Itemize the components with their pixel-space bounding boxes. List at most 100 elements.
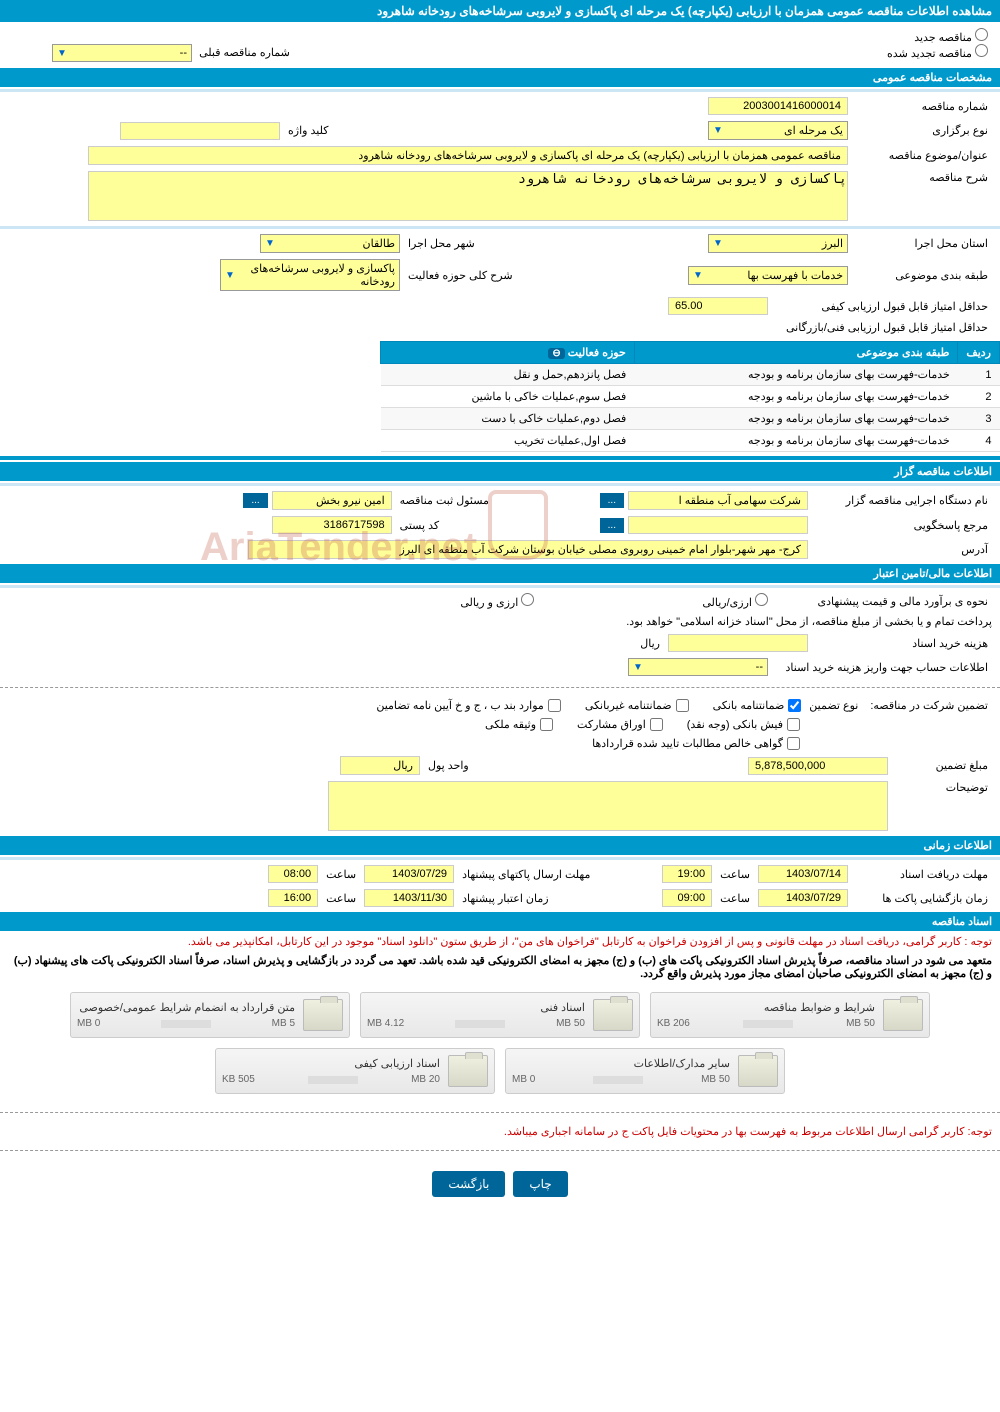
exec-name-field: شرکت سهامی آب منطقه ا [628,491,808,510]
timing-header: اطلاعات زمانی [0,836,1000,855]
guarantee-amount-field: 5,878,500,000 [748,757,888,775]
bank-receipt-check[interactable]: فیش بانکی (وجه نقد) [687,718,800,731]
file-progress [308,1076,358,1084]
rial-radio[interactable]: ارزی/ریالی [702,593,768,609]
file-box[interactable]: اسناد فنی 50 MB 4.12 MB [360,992,640,1038]
doc-receive-date: 1403/07/14 [758,865,848,883]
notes-field[interactable] [328,781,888,831]
payment-note: پرداخت تمام و یا بخشی از مبلغ مناقصه، از… [626,615,992,628]
postal-code-field: 3186717598 [272,516,392,534]
financial-header: اطلاعات مالی/تامین اعتبار [0,564,1000,583]
table-row: 3خدمات-فهرست بهای سازمان برنامه و بودجهف… [381,408,1000,430]
province-label: استان محل اجرا [852,237,992,250]
notice-2: متعهد می شود در اسناد مناقصه، صرفاً پذیر… [0,952,1000,982]
table-row: 2خدمات-فهرست بهای سازمان برنامه و بودجهف… [381,386,1000,408]
bottom-notice: توجه: کاربر گرامی ارسال اطلاعات مربوط به… [0,1121,1000,1142]
file-size: 206 KB [657,1018,690,1029]
envelope-open-label: زمان بازگشایی پاکت ها [852,892,992,905]
file-progress [455,1020,505,1028]
min-qual-score-label: حداقل امتیاز قابل قبول ارزیابی کیفی [772,300,992,313]
bid-validity-date: 1403/11/30 [364,889,454,907]
guarantee-label: تضمین شرکت در مناقصه: [866,699,992,712]
holding-type-dropdown[interactable]: یک مرحله ای▼ [708,121,848,140]
file-size: 4.12 MB [367,1018,404,1029]
description-label: شرح مناقصه [852,171,992,184]
print-button[interactable]: چاپ [513,1171,567,1197]
items-bpj-check[interactable]: موارد بند ب ، ج و خ آیین نامه تضامین [376,699,560,712]
officer-more-btn[interactable]: ... [243,493,267,508]
bank-guarantee-check[interactable]: ضمانتنامه بانکی [713,699,802,712]
file-title: شرایط و ضوابط مناقصه [657,1001,875,1014]
keyword-field[interactable] [120,122,280,140]
bonds-check[interactable]: اوراق مشارکت [577,718,663,731]
organizer-header: اطلاعات مناقصه گزار [0,462,1000,481]
envelope-open-date: 1403/07/29 [758,889,848,907]
folder-icon [883,999,923,1031]
collapse-icon[interactable]: ⊖ [548,348,564,359]
currency-radio[interactable]: ارزی و ریالی [460,593,534,609]
file-progress [743,1020,793,1028]
table-row: 1خدمات-فهرست بهای سازمان برنامه و بودجهف… [381,364,1000,386]
contact-label: مرجع پاسخگویی [812,519,992,532]
file-box[interactable]: اسناد ارزیابی کیفی 20 MB 505 KB [215,1048,495,1094]
guarantee-amount-label: مبلغ تضمین [892,759,992,772]
prev-tender-dropdown[interactable]: --▼ [52,44,192,62]
activity-table: ردیف طبقه بندی موضوعی حوزه فعالیت ⊖ 1خدم… [380,341,1000,452]
subject-class-dropdown[interactable]: خدمات با فهرست بها▼ [688,266,848,285]
activity-scope-dropdown[interactable]: پاکسازی و لایروبی سرشاخه‌های رودخانه▼ [220,259,400,291]
file-progress [593,1076,643,1084]
subject-class-label: طبقه بندی موضوعی [852,269,992,282]
file-size: 0 MB [77,1018,100,1029]
file-grid: شرایط و ضوابط مناقصه 50 MB 206 KB اسناد … [0,982,1000,1104]
new-tender-radio[interactable]: مناقصه جدید [914,32,988,44]
contact-more-btn[interactable]: ... [600,518,624,533]
currency-unit-label: واحد پول [424,759,744,772]
estimate-label: نحوه ی برآورد مالی و قیمت پیشنهادی [772,595,992,608]
th-activity-scope: حوزه فعالیت ⊖ [381,342,635,364]
holding-type-label: نوع برگزاری [852,124,992,137]
file-title: اسناد فنی [367,1001,585,1014]
time-label-2: ساعت [322,868,360,881]
contact-field[interactable] [628,516,808,534]
doc-cost-field[interactable] [668,634,808,652]
nonbank-guarantee-check[interactable]: ضمانتنامه غیربانکی [585,699,689,712]
table-row: 4خدمات-فهرست بهای سازمان برنامه و بودجهف… [381,430,1000,452]
back-button[interactable]: بازگشت [432,1171,505,1197]
file-box[interactable]: سایر مدارک/اطلاعات 50 MB 0 MB [505,1048,785,1094]
file-title: متن قرارداد به انضمام شرایط عمومی/خصوصی [77,1001,295,1014]
city-dropdown[interactable]: طالقان▼ [260,234,400,253]
address-field: کرج- مهر شهر-بلوار امام خمینی روبروی مصل… [248,540,808,559]
folder-icon [738,1055,778,1087]
province-dropdown[interactable]: البرز▼ [708,234,848,253]
file-box[interactable]: متن قرارداد به انضمام شرایط عمومی/خصوصی … [70,992,350,1038]
exec-more-btn[interactable]: ... [600,493,624,508]
file-max: 50 MB [846,1018,875,1029]
prev-tender-label: شماره مناقصه قبلی [195,47,294,59]
file-title: سایر مدارک/اطلاعات [512,1057,730,1070]
exec-name-label: نام دستگاه اجرایی مناقصه گزار [812,494,992,507]
doc-receive-time: 19:00 [662,865,712,883]
renewed-tender-radio[interactable]: مناقصه تجدید شده [887,48,988,60]
doc-cost-label: هزینه خرید اسناد [812,637,992,650]
min-qual-score-field: 65.00 [668,297,768,315]
time-label-3: ساعت [716,892,754,905]
title-label: عنوان/موضوع مناقصه [852,149,992,162]
account-info-dropdown[interactable]: --▼ [628,658,768,676]
envelope-send-time: 08:00 [268,865,318,883]
file-max: 50 MB [556,1018,585,1029]
property-check[interactable]: وثیقه ملکی [485,718,553,731]
file-box[interactable]: شرایط و ضوابط مناقصه 50 MB 206 KB [650,992,930,1038]
notice-1: توجه : کاربر گرامی، دریافت اسناد در مهلت… [0,931,1000,952]
file-max: 5 MB [272,1018,295,1029]
reg-officer-field: امین نیرو بخش [272,491,392,510]
file-title: اسناد ارزیابی کیفی [222,1057,440,1070]
folder-icon [593,999,633,1031]
claims-check[interactable]: گواهی خالص مطالبات تایید شده قراردادها [592,737,800,750]
title-field: مناقصه عمومی همزمان با ارزیابی (یکپارچه)… [88,146,848,165]
envelope-open-time: 09:00 [662,889,712,907]
description-field[interactable]: پاکسازی و لایروبی سرشاخه‌های رودخانه شاه… [88,171,848,221]
docs-header: اسناد مناقصه [0,912,1000,931]
file-max: 50 MB [701,1074,730,1085]
file-max: 20 MB [411,1074,440,1085]
th-row: ردیف [958,342,1000,364]
